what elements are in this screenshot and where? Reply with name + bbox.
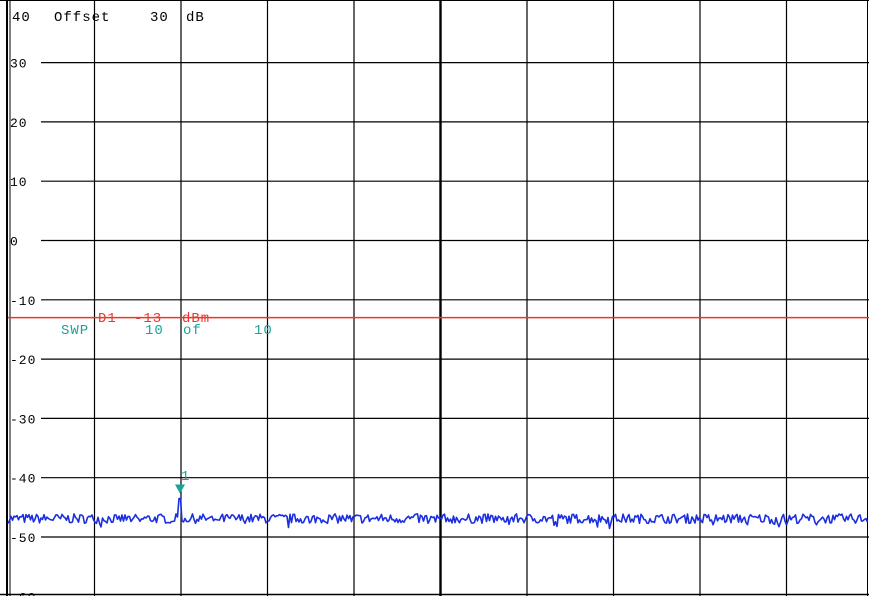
y-tick-label: -60 bbox=[10, 590, 36, 596]
display-line-label: D1 bbox=[98, 311, 117, 327]
y-tick-label: 10 bbox=[10, 175, 28, 190]
y-tick-label: -10 bbox=[10, 294, 36, 309]
y-tick-label: 30 bbox=[10, 57, 28, 72]
display-line-unit: dBm bbox=[182, 311, 210, 327]
sweep-label: SWP bbox=[61, 323, 89, 339]
y-tick-label: -50 bbox=[10, 531, 36, 546]
y-tick-label: -30 bbox=[10, 412, 36, 427]
offset-unit: dB bbox=[186, 10, 205, 26]
trace-line bbox=[7, 497, 869, 530]
display-line-value: -13 bbox=[134, 311, 162, 327]
offset-value: 30 bbox=[150, 10, 169, 26]
y-tick-labels: 30 20 10 0 -10 -20 -30 -40 -50 -60 bbox=[10, 57, 36, 596]
y-tick-label: 0 bbox=[10, 235, 19, 250]
sweep-total: 10 bbox=[254, 323, 273, 339]
y-tick-label: -40 bbox=[10, 472, 36, 487]
sweep-of-label: of bbox=[183, 323, 202, 339]
marker-label: 1 bbox=[181, 469, 190, 485]
sweep-current: 10 bbox=[145, 323, 164, 339]
marker-triangle-icon bbox=[175, 484, 185, 494]
y-tick-label: 20 bbox=[10, 116, 28, 131]
offset-label: Offset bbox=[54, 10, 110, 26]
ref-level-label: 40 bbox=[12, 10, 31, 26]
y-tick-label: -20 bbox=[10, 353, 36, 368]
